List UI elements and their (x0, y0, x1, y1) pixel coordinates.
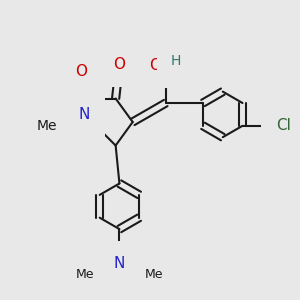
Text: N: N (79, 107, 90, 122)
Text: O: O (113, 57, 125, 72)
Text: O: O (149, 58, 161, 73)
Text: Me: Me (36, 119, 57, 133)
Text: Cl: Cl (276, 118, 291, 133)
Text: H: H (171, 54, 181, 68)
Text: O: O (75, 64, 87, 80)
Text: Me: Me (76, 268, 94, 281)
Text: Me: Me (144, 268, 163, 281)
Text: N: N (114, 256, 125, 271)
